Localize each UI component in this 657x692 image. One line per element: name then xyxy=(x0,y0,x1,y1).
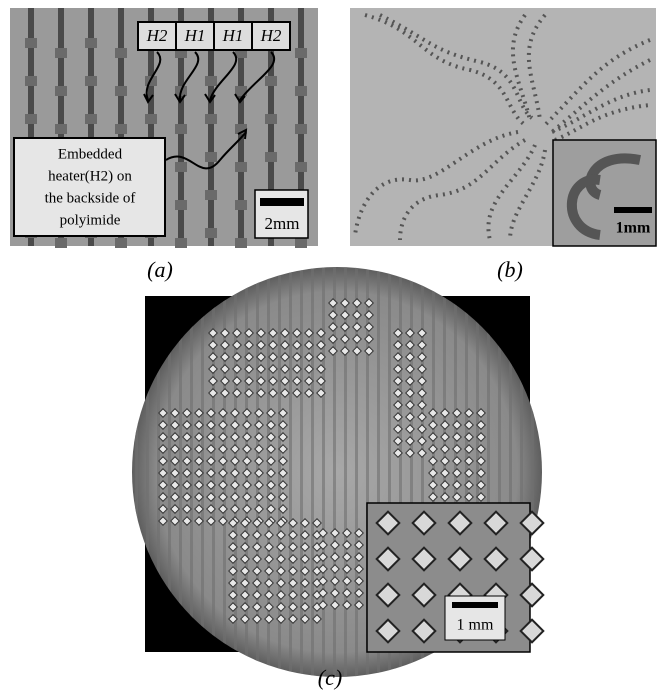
panel-a: H2 H1 H1 H2 Embedded heater(H2) on the b… xyxy=(10,8,318,248)
figure: H2 H1 H1 H2 Embedded heater(H2) on the b… xyxy=(0,0,657,692)
panel-label: (a) xyxy=(147,257,173,282)
pad xyxy=(55,238,67,248)
pad xyxy=(235,238,247,248)
pad xyxy=(115,124,127,134)
trace xyxy=(322,260,325,680)
heater-label: H2 xyxy=(260,26,282,45)
heater-label: H1 xyxy=(222,26,244,45)
pad xyxy=(55,86,67,96)
pad xyxy=(295,238,307,248)
pad xyxy=(295,48,307,58)
pad xyxy=(175,162,187,172)
pad xyxy=(235,162,247,172)
panel-b: 1mm xyxy=(350,8,656,246)
pad xyxy=(295,124,307,134)
pad xyxy=(85,114,97,124)
panel-label: (b) xyxy=(497,257,523,282)
scale-bar xyxy=(452,602,498,608)
trace xyxy=(135,260,138,680)
pad xyxy=(235,200,247,210)
pad xyxy=(265,114,277,124)
scale-bar xyxy=(614,207,652,213)
heater-labels: H2 H1 H1 H2 xyxy=(138,22,290,50)
pad xyxy=(25,114,37,124)
pad xyxy=(295,162,307,172)
scale-label: 1 mm xyxy=(457,617,494,634)
pad xyxy=(85,76,97,86)
heater-label: H2 xyxy=(146,26,168,45)
annotation-line: polyimide xyxy=(60,212,121,228)
heater-label: H1 xyxy=(184,26,206,45)
scale-bar xyxy=(260,198,304,206)
pad xyxy=(115,238,127,248)
pad xyxy=(205,190,217,200)
annotation-line: the backside of xyxy=(45,190,136,206)
pad xyxy=(25,38,37,48)
trace xyxy=(531,260,534,680)
trace xyxy=(311,260,314,680)
pad xyxy=(85,38,97,48)
pad xyxy=(145,114,157,124)
scale-label: 1mm xyxy=(616,220,651,237)
pad xyxy=(25,76,37,86)
pad xyxy=(175,124,187,134)
pad xyxy=(55,124,67,134)
panel-label: (c) xyxy=(318,665,342,690)
pad xyxy=(175,200,187,210)
pad xyxy=(205,152,217,162)
pad xyxy=(175,238,187,248)
scale-label: 2mm xyxy=(265,214,300,233)
trace xyxy=(542,260,545,680)
pad xyxy=(55,48,67,58)
panel-c: 1 mm xyxy=(132,260,545,680)
pad xyxy=(115,48,127,58)
annotation-line: Embedded xyxy=(58,146,123,162)
pad xyxy=(295,86,307,96)
pad xyxy=(115,86,127,96)
pad xyxy=(205,228,217,238)
pad xyxy=(265,76,277,86)
pad xyxy=(265,152,277,162)
pad xyxy=(205,76,217,86)
trace xyxy=(201,260,204,680)
pad xyxy=(205,114,217,124)
annotation-line: heater(H2) on xyxy=(48,168,132,184)
